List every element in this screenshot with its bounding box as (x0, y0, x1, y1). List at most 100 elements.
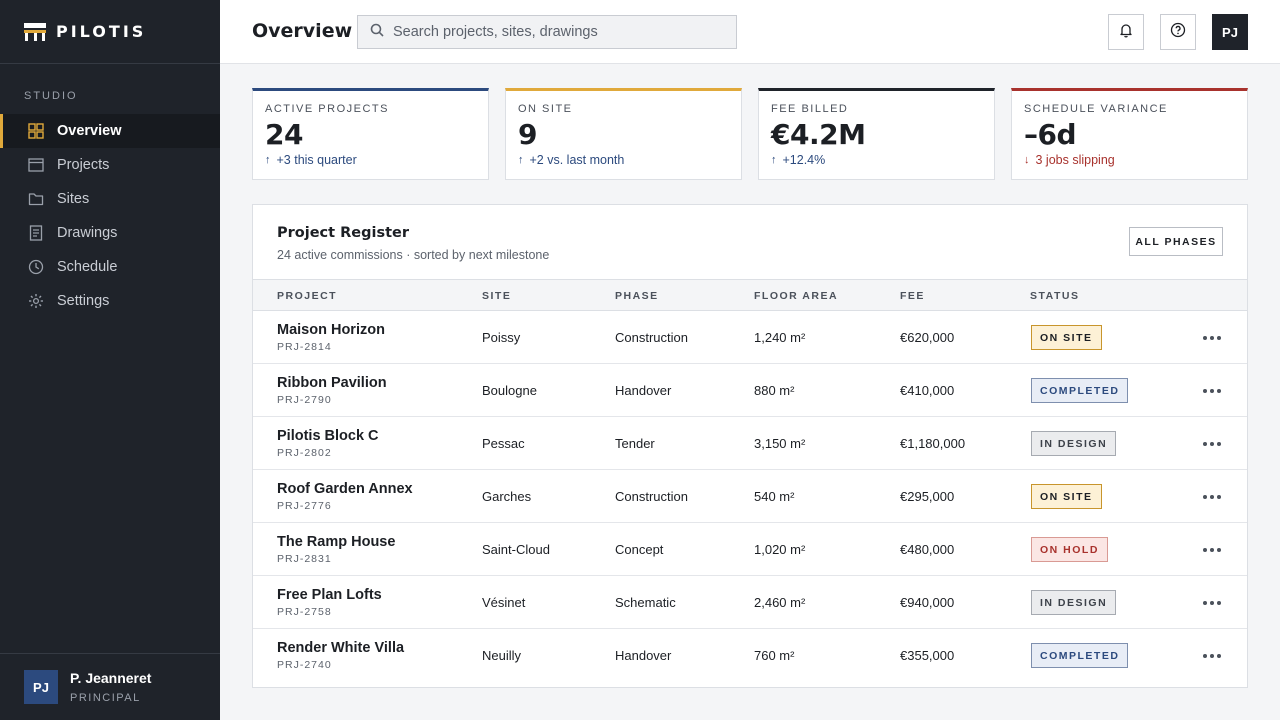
arrow-up-icon: ↑ (771, 154, 777, 166)
top-bar: Overview PJ (220, 0, 1280, 64)
phase-cell: Handover (615, 648, 672, 663)
project-name[interactable]: Ribbon Pavilion (277, 375, 387, 391)
project-id: PRJ-2790 (277, 394, 332, 406)
fee-cell: €480,000 (900, 542, 955, 557)
row-actions-button[interactable] (1199, 382, 1225, 398)
phase-cell: Tender (615, 436, 655, 451)
table-row[interactable]: Render White Villa PRJ-2740 Neuilly Handove… (253, 629, 1247, 682)
table-row[interactable]: Roof Garden Annex PRJ-2776 Garches Construc… (253, 470, 1247, 523)
status-badge: IN DESIGN (1031, 590, 1117, 615)
user-name: P. Jeanneret (70, 670, 152, 686)
grid-icon (28, 123, 44, 139)
row-actions-button[interactable] (1199, 594, 1225, 610)
brand[interactable]: PILOTIS (0, 0, 220, 64)
floor-area-cell: 3,150 m² (754, 436, 806, 451)
status-badge: COMPLETED (1031, 643, 1129, 668)
column-header-project[interactable]: PROJECT (277, 290, 338, 302)
column-header-fee[interactable]: FEE (900, 290, 925, 302)
sidebar-item-label: Projects (57, 157, 110, 173)
fee-cell: €620,000 (900, 330, 955, 345)
phase-cell: Construction (615, 489, 688, 504)
project-name[interactable]: The Ramp House (277, 534, 396, 550)
sidebar-item-drawings[interactable]: Drawings (0, 216, 220, 250)
search-input[interactable] (393, 24, 723, 40)
kpi-value: 9 (518, 118, 537, 151)
fee-cell: €1,180,000 (900, 436, 966, 451)
help-icon (1170, 22, 1186, 43)
kpi-card-active-projects[interactable]: ACTIVE PROJECTS 24 ↑ +3 this quarter (252, 88, 489, 180)
kpi-delta: ↑ +2 vs. last month (518, 153, 741, 167)
row-actions-button[interactable] (1199, 488, 1225, 504)
kpi-card-fee-billed[interactable]: FEE BILLED €4.2M ↑ +12.4% (758, 88, 995, 180)
register-subtitle: 24 active commissions · sorted by next m… (277, 248, 550, 262)
row-actions-button[interactable] (1199, 541, 1225, 557)
project-name[interactable]: Free Plan Lofts (277, 587, 382, 603)
floor-area-cell: 1,020 m² (754, 542, 806, 557)
phase-cell: Construction (615, 330, 688, 345)
column-header-status[interactable]: STATUS (1030, 290, 1080, 302)
table-header: PROJECT SITE PHASE FLOOR AREA FEE STATUS (253, 279, 1247, 311)
account-avatar[interactable]: PJ (1212, 14, 1248, 50)
table-row[interactable]: Pilotis Block C PRJ-2802 Pessac Tender 3,150… (253, 417, 1247, 470)
fee-cell: €355,000 (900, 648, 955, 663)
kpi-value: 24 (265, 118, 303, 151)
search-box[interactable] (357, 15, 737, 49)
kpi-label: FEE BILLED (771, 103, 849, 115)
brand-logo-icon (24, 22, 46, 41)
table-row[interactable]: The Ramp House PRJ-2831 Saint-Cloud Concept… (253, 523, 1247, 576)
table-row[interactable]: Maison Horizon PRJ-2814 Poissy Construction… (253, 311, 1247, 364)
help-button[interactable] (1160, 14, 1196, 50)
kpi-label: SCHEDULE VARIANCE (1024, 103, 1168, 115)
column-header-site[interactable]: SITE (482, 290, 512, 302)
floor-area-cell: 2,460 m² (754, 595, 806, 610)
fee-cell: €295,000 (900, 489, 955, 504)
kpi-delta-text: +3 this quarter (276, 153, 357, 167)
row-actions-button[interactable] (1199, 435, 1225, 451)
more-horizontal-icon (1202, 593, 1222, 611)
kpi-card-on-site[interactable]: ON SITE 9 ↑ +2 vs. last month (505, 88, 742, 180)
kpi-delta-text: +12.4% (782, 153, 826, 167)
sidebar-item-overview[interactable]: Overview (0, 114, 220, 148)
kpi-delta-text: +2 vs. last month (529, 153, 625, 167)
fee-cell: €410,000 (900, 383, 955, 398)
table-row[interactable]: Free Plan Lofts PRJ-2758 Vésinet Schematic 2… (253, 576, 1247, 629)
project-name[interactable]: Maison Horizon (277, 322, 385, 338)
project-name[interactable]: Render White Villa (277, 640, 405, 656)
gear-icon (28, 293, 44, 309)
row-actions-button[interactable] (1199, 329, 1225, 345)
table-row[interactable]: Ribbon Pavilion PRJ-2790 Boulogne Handover 8… (253, 364, 1247, 417)
project-name[interactable]: Pilotis Block C (277, 428, 379, 444)
site-cell: Saint-Cloud (482, 542, 550, 557)
kpi-label: ACTIVE PROJECTS (265, 103, 389, 115)
sidebar-item-projects[interactable]: Projects (0, 148, 220, 182)
arrow-up-icon: ↑ (518, 154, 524, 166)
more-horizontal-icon (1202, 487, 1222, 505)
kpi-card-schedule-variance[interactable]: SCHEDULE VARIANCE –6d ↓ 3 jobs slipping (1011, 88, 1248, 180)
document-icon (28, 225, 44, 241)
floor-area-cell: 760 m² (754, 648, 795, 663)
floor-area-cell: 540 m² (754, 489, 795, 504)
kpi-label: ON SITE (518, 103, 573, 115)
status-badge: COMPLETED (1031, 378, 1129, 403)
project-name[interactable]: Roof Garden Annex (277, 481, 413, 497)
column-header-phase[interactable]: PHASE (615, 290, 659, 302)
project-id: PRJ-2802 (277, 447, 332, 459)
phase-filter-button[interactable]: ALL PHASES (1129, 227, 1223, 256)
window-icon (28, 157, 44, 173)
project-id: PRJ-2740 (277, 659, 332, 671)
notifications-button[interactable] (1108, 14, 1144, 50)
arrow-down-icon: ↓ (1024, 154, 1030, 166)
project-register: Project Register 24 active commissions ·… (252, 204, 1248, 688)
register-title: Project Register (277, 225, 410, 241)
sidebar-item-settings[interactable]: Settings (0, 284, 220, 318)
sidebar-item-sites[interactable]: Sites (0, 182, 220, 216)
row-actions-button[interactable] (1199, 647, 1225, 663)
column-header-floor-area[interactable]: FLOOR AREA (754, 290, 839, 302)
project-id: PRJ-2776 (277, 500, 332, 512)
sidebar-item-label: Drawings (57, 225, 118, 241)
current-user[interactable]: PJ P. Jeanneret PRINCIPAL (0, 653, 220, 720)
more-horizontal-icon (1202, 434, 1222, 452)
site-cell: Poissy (482, 330, 521, 345)
sidebar-item-schedule[interactable]: Schedule (0, 250, 220, 284)
site-cell: Pessac (482, 436, 525, 451)
